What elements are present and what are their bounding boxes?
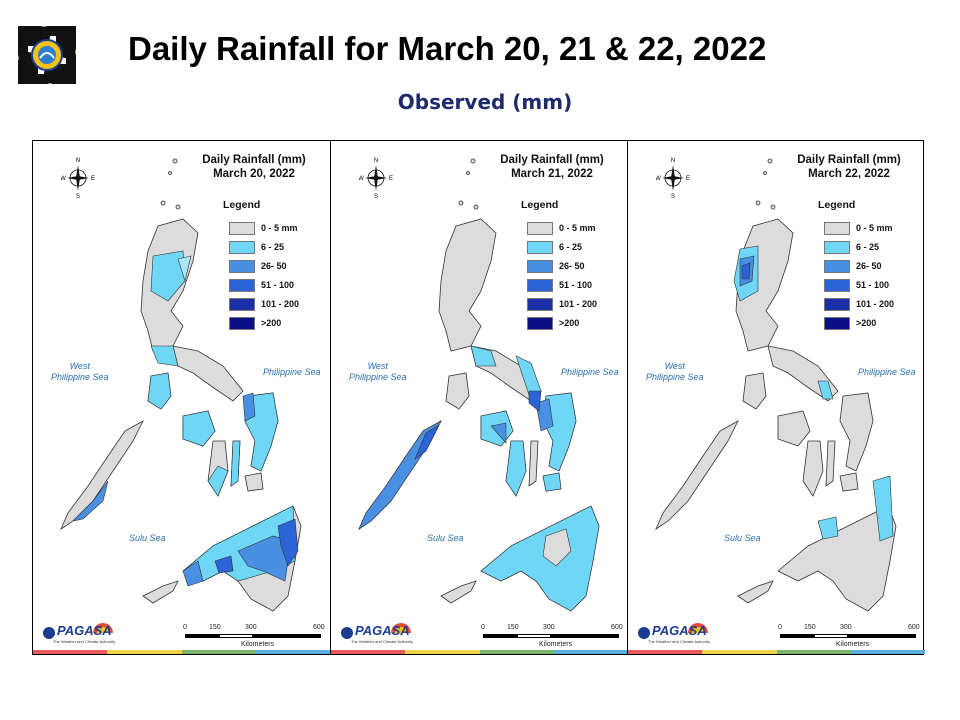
compass-east: E bbox=[389, 176, 393, 182]
scale-bar: 0 150 300 600 Kilometers bbox=[183, 624, 325, 648]
compass-west: W bbox=[359, 176, 364, 182]
brand-name: PAGASA bbox=[652, 623, 707, 638]
sea-label-east: Philippine Sea bbox=[263, 367, 321, 377]
map-title: Daily Rainfall (mm) March 22, 2022 bbox=[797, 154, 901, 180]
sea-label-west: West Philippine Sea bbox=[349, 361, 407, 382]
pagasa-emblem-icon bbox=[43, 623, 113, 639]
pagasa-logo-icon bbox=[14, 22, 80, 88]
sea-label-sulu: Sulu Sea bbox=[129, 533, 166, 543]
map-panel-march-20: N S W E Daily Rainfall (mm) March 20, 20… bbox=[33, 141, 330, 654]
compass-west: W bbox=[61, 176, 66, 182]
map-panel-march-21: N S W E Daily Rainfall (mm) March 21, 20… bbox=[331, 141, 628, 654]
compass-east: E bbox=[91, 176, 95, 182]
compass-rose-icon: N S W E bbox=[61, 155, 95, 199]
legend-title: Legend bbox=[818, 199, 856, 211]
sea-label-sulu: Sulu Sea bbox=[724, 533, 761, 543]
compass-east: E bbox=[686, 176, 690, 182]
pagasa-brand-logo: PAGASA The Weather and Climate Authority bbox=[335, 611, 415, 647]
page-subtitle: Observed (mm) bbox=[397, 90, 573, 114]
compass-south: S bbox=[374, 194, 378, 199]
color-strip bbox=[33, 650, 330, 654]
scale-bar: 0 150 300 600 Kilometers bbox=[481, 624, 623, 648]
sea-label-east: Philippine Sea bbox=[561, 367, 619, 377]
page-title: Daily Rainfall for March 20, 21 & 22, 20… bbox=[128, 30, 767, 67]
pagasa-emblem-icon bbox=[341, 623, 411, 639]
legend-title: Legend bbox=[223, 199, 261, 211]
sea-label-east: Philippine Sea bbox=[858, 367, 916, 377]
compass-south: S bbox=[671, 194, 675, 199]
map-title: Daily Rainfall (mm) March 21, 2022 bbox=[500, 154, 604, 180]
rainfall-map-march-22 bbox=[655, 158, 897, 612]
brand-name: PAGASA bbox=[355, 623, 410, 638]
pagasa-emblem-icon bbox=[638, 623, 708, 639]
pagasa-brand-logo: PAGASA The Weather and Climate Authority bbox=[37, 611, 117, 647]
panel-divider bbox=[330, 141, 331, 654]
compass-north: N bbox=[671, 158, 675, 164]
compass-rose-icon: N S W E bbox=[656, 155, 690, 199]
compass-north: N bbox=[374, 158, 378, 164]
rainfall-map-march-20 bbox=[60, 158, 302, 612]
compass-rose-icon: N S W E bbox=[359, 155, 393, 199]
brand-tagline: The Weather and Climate Authority bbox=[648, 639, 711, 644]
compass-north: N bbox=[76, 158, 80, 164]
pagasa-brand-logo: PAGASA The Weather and Climate Authority bbox=[632, 611, 712, 647]
color-strip bbox=[628, 650, 925, 654]
map-title: Daily Rainfall (mm) March 20, 2022 bbox=[202, 154, 306, 180]
sea-label-sulu: Sulu Sea bbox=[427, 533, 464, 543]
compass-west: W bbox=[656, 176, 661, 182]
brand-tagline: The Weather and Climate Authority bbox=[351, 639, 414, 644]
panel-divider bbox=[627, 141, 628, 654]
rainfall-map-march-21 bbox=[358, 158, 600, 612]
brand-name: PAGASA bbox=[57, 623, 112, 638]
sea-label-west: West Philippine Sea bbox=[51, 361, 109, 382]
compass-south: S bbox=[76, 194, 80, 199]
map-panel-march-22: N S W E Daily Rainfall (mm) March 22, 20… bbox=[628, 141, 925, 654]
color-strip bbox=[331, 650, 628, 654]
rainfall-map-panels: N S W E Daily Rainfall (mm) March 20, 20… bbox=[32, 140, 925, 655]
legend-title: Legend bbox=[521, 199, 559, 211]
brand-tagline: The Weather and Climate Authority bbox=[53, 639, 116, 644]
scale-bar: 0 150 300 600 Kilometers bbox=[778, 624, 920, 648]
sea-label-west: West Philippine Sea bbox=[646, 361, 704, 382]
